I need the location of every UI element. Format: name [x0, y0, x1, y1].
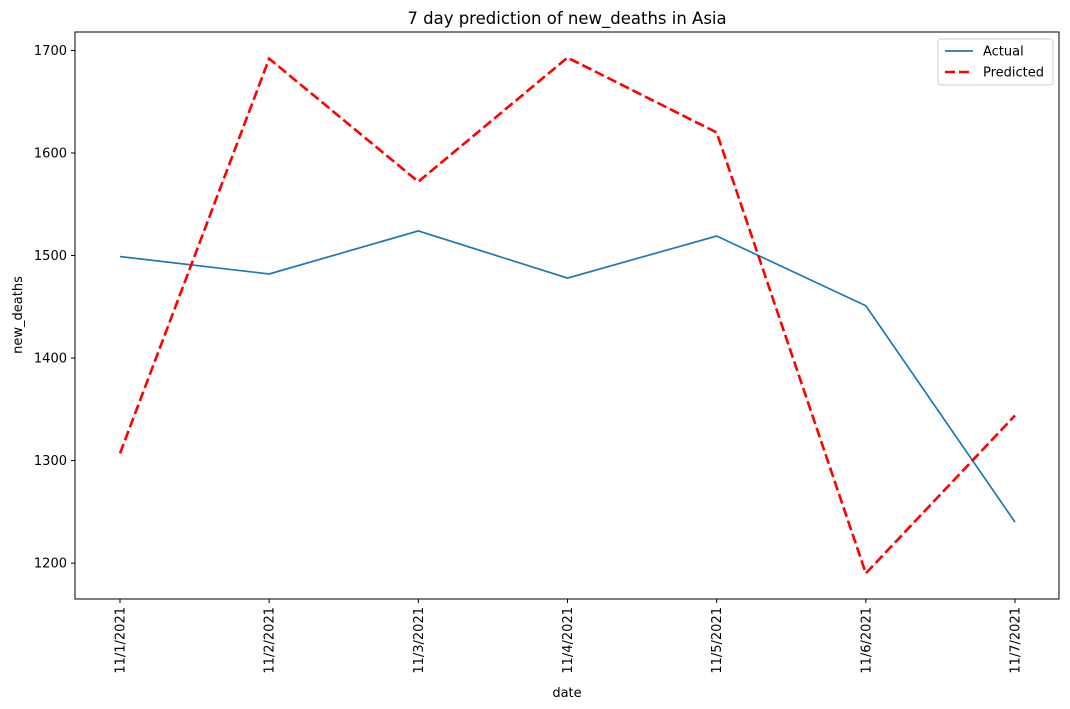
legend: Actual Predicted [937, 38, 1054, 86]
y-tick-label: 1400 [34, 352, 67, 367]
x-tick-label: 11/2/2021 [263, 607, 278, 674]
plot-area-frame [74, 31, 1060, 600]
x-tick-label: 11/1/2021 [114, 607, 129, 674]
x-tick-label: 11/4/2021 [561, 607, 576, 674]
x-tick-label: 11/3/2021 [412, 607, 427, 674]
y-axis: 1200 1300 1400 1500 1600 1700 [34, 44, 75, 572]
y-tick-label: 1700 [34, 44, 67, 59]
y-tick-label: 1200 [34, 557, 67, 572]
x-tick-label: 11/7/2021 [1009, 607, 1024, 674]
y-axis-label: new_deaths [11, 276, 26, 354]
x-tick-label: 11/6/2021 [859, 607, 874, 674]
chart-title: 7 day prediction of new_deaths in Asia [407, 9, 726, 29]
legend-label-actual: Actual [983, 45, 1024, 60]
y-tick-label: 1300 [34, 454, 67, 469]
x-axis: 11/1/2021 11/2/2021 11/3/2021 11/4/2021 11/5… [114, 599, 1024, 674]
x-tick-label: 11/5/2021 [710, 607, 725, 674]
series-line-predicted [118, 56, 1016, 576]
series-layer [118, 56, 1016, 576]
legend-label-predicted: Predicted [983, 66, 1044, 81]
y-tick-label: 1500 [34, 249, 67, 264]
series-line-actual [119, 230, 1016, 523]
y-tick-label: 1600 [34, 146, 67, 161]
x-axis-label: date [552, 686, 581, 701]
